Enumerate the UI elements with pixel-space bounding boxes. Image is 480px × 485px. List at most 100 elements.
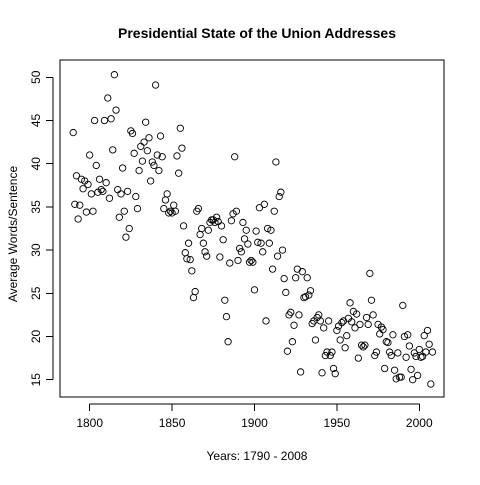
data-point — [150, 161, 158, 170]
data-point — [298, 268, 306, 276]
data-point — [250, 286, 259, 294]
data-point — [166, 207, 175, 215]
data-point — [224, 338, 232, 346]
data-point — [381, 364, 389, 373]
data-point — [239, 218, 247, 227]
data-point — [86, 151, 94, 159]
data-point — [244, 240, 252, 248]
plot-area-border — [59, 59, 445, 398]
data-point — [329, 364, 338, 373]
data-point — [231, 153, 239, 161]
data-point — [417, 353, 425, 361]
data-point — [303, 274, 311, 282]
data-point — [92, 161, 100, 170]
data-point — [123, 187, 132, 195]
data-point — [410, 349, 418, 357]
data-point — [148, 158, 156, 166]
data-point — [364, 320, 372, 329]
data-point — [249, 258, 257, 266]
data-point — [366, 269, 374, 278]
data-point — [114, 185, 122, 194]
data-point — [74, 215, 82, 223]
data-point — [268, 265, 277, 273]
data-point — [351, 324, 359, 332]
data-point — [277, 188, 285, 196]
data-point — [379, 325, 387, 334]
data-point — [382, 338, 390, 346]
data-point — [132, 192, 140, 201]
data-point — [348, 318, 356, 326]
data-point — [184, 239, 193, 247]
data-point — [267, 226, 275, 234]
data-point — [217, 222, 226, 230]
data-point — [257, 239, 265, 247]
data-point — [324, 317, 333, 325]
y-tick-label: 20 — [29, 330, 43, 344]
y-tick-label: 25 — [29, 286, 43, 300]
data-point — [120, 207, 128, 215]
data-point — [385, 348, 394, 356]
data-point — [428, 348, 437, 356]
x-axis-label: Years: 1790 - 2008 — [207, 449, 308, 463]
x-tick-label: 1900 — [241, 416, 268, 430]
data-point — [283, 347, 292, 355]
data-point — [404, 331, 412, 339]
data-point — [240, 235, 249, 243]
data-point — [181, 249, 189, 257]
data-point — [171, 207, 180, 215]
data-point — [115, 213, 123, 221]
data-point — [273, 252, 282, 260]
data-point — [399, 301, 407, 310]
data-point — [198, 224, 206, 233]
data-point — [338, 319, 346, 327]
data-point — [259, 248, 267, 256]
data-point — [389, 331, 397, 339]
data-point — [145, 134, 153, 142]
data-point — [290, 321, 298, 329]
data-point — [232, 207, 240, 215]
data-point — [142, 118, 150, 126]
data-point — [151, 81, 160, 89]
data-point — [328, 348, 336, 356]
data-point — [165, 209, 173, 217]
data-point — [405, 342, 414, 350]
data-point — [107, 115, 115, 123]
data-point — [306, 287, 315, 295]
data-point — [331, 370, 339, 378]
data-point — [71, 200, 79, 208]
data-point — [321, 351, 329, 360]
data-point — [296, 368, 305, 376]
data-point — [292, 274, 300, 282]
data-point — [122, 233, 130, 241]
data-point — [201, 248, 209, 256]
data-point — [188, 267, 196, 275]
data-point — [287, 308, 295, 316]
data-point — [237, 248, 245, 256]
data-point — [163, 190, 171, 198]
data-point — [272, 158, 280, 166]
data-point — [222, 312, 231, 321]
data-point — [318, 369, 326, 377]
data-point — [320, 324, 328, 332]
y-tick-label: 35 — [29, 200, 43, 214]
data-point — [357, 341, 366, 349]
data-point — [362, 313, 371, 322]
data-point — [219, 236, 227, 244]
data-point — [140, 138, 148, 146]
data-point — [402, 353, 410, 361]
data-point — [353, 310, 361, 318]
data-point — [176, 124, 184, 132]
data-point — [427, 380, 435, 388]
data-point — [199, 239, 208, 247]
data-point — [311, 336, 320, 344]
data-point — [128, 129, 137, 138]
data-point — [245, 258, 254, 266]
data-point — [367, 296, 376, 304]
data-point — [161, 196, 170, 204]
chart-title: Presidential State of the Union Addresse… — [118, 25, 396, 41]
data-point — [179, 222, 188, 230]
data-point — [356, 320, 364, 329]
data-point — [173, 152, 181, 160]
data-point — [270, 207, 278, 215]
